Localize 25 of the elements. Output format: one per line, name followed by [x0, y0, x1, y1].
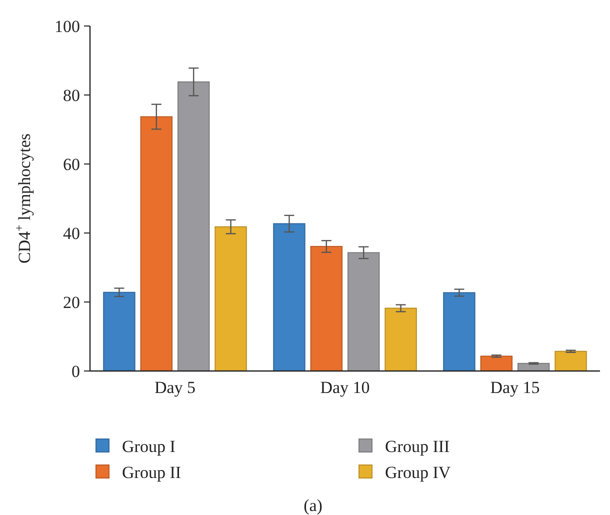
x-tick-label: Day 15 [490, 378, 540, 397]
y-tick-label: 60 [63, 154, 80, 174]
bar [480, 356, 513, 372]
bar [347, 252, 380, 372]
bar [273, 223, 306, 372]
legend-label: Group II [122, 462, 182, 482]
bar [214, 226, 247, 372]
y-tick-label: 0 [72, 362, 80, 381]
x-tick-label: Day 10 [320, 378, 370, 397]
bar [384, 308, 417, 372]
legend-label: Group I [122, 436, 176, 456]
bar [554, 350, 587, 372]
legend-label: Group III [385, 436, 450, 456]
y-tick-label: 20 [63, 292, 80, 312]
bar [310, 246, 343, 372]
legend-label: Group IV [385, 462, 452, 482]
bar [140, 116, 173, 372]
bar [103, 292, 136, 372]
text: (a) [304, 496, 322, 515]
y-tick-label: 100 [54, 16, 80, 36]
x-tick-label: Day 5 [154, 378, 196, 397]
bar [443, 292, 476, 372]
bar [177, 81, 210, 372]
y-tick-label: 40 [63, 224, 80, 243]
y-tick-label: 80 [63, 86, 80, 105]
